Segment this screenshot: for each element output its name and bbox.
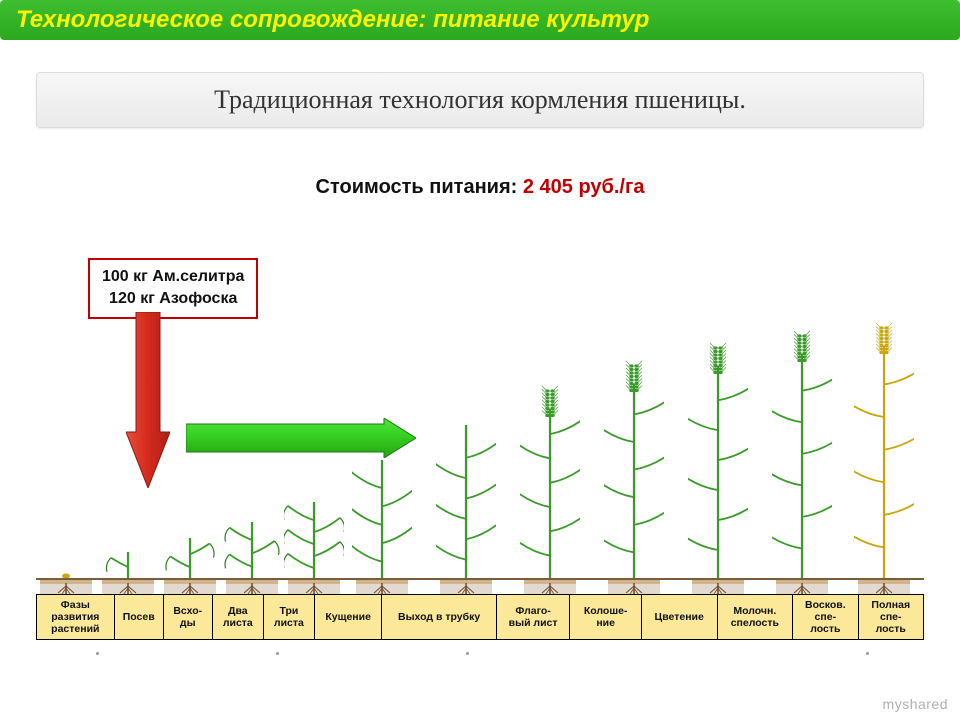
cost-line: Стоимость питания: 2 405 руб./га bbox=[0, 176, 960, 199]
plant-stage-9 bbox=[688, 332, 748, 580]
phase-cell: Фазы развития растений bbox=[37, 595, 115, 640]
cost-value: 2 405 руб./га bbox=[523, 176, 645, 198]
plant-stage-3 bbox=[222, 502, 282, 580]
dot bbox=[466, 652, 469, 655]
watermark: myshared bbox=[883, 696, 948, 712]
phase-cell: Трилиста bbox=[263, 595, 314, 640]
phase-cell: Молочн.спелость bbox=[717, 595, 793, 640]
plant-stage-6 bbox=[436, 405, 496, 580]
phase-cell: Цветение bbox=[641, 595, 717, 640]
phase-cell: Восков.спе-лость bbox=[793, 595, 858, 640]
subtitle-bar: Традиционная технология кормления пшениц… bbox=[36, 72, 924, 128]
plant-stage-11 bbox=[854, 312, 914, 580]
plant-stage-8 bbox=[604, 350, 664, 580]
fertilizer-callout: 100 кг Ам.селитра 120 кг Азофоска bbox=[88, 258, 258, 319]
cost-label: Стоимость питания: bbox=[316, 176, 523, 198]
dot bbox=[866, 652, 869, 655]
growth-diagram bbox=[36, 320, 924, 580]
phase-cell: Всхо-ды bbox=[163, 595, 212, 640]
callout-line1: 100 кг Ам.селитра bbox=[102, 266, 244, 288]
decorative-dots bbox=[36, 648, 924, 658]
plant-stage-7 bbox=[520, 375, 580, 580]
phase-cell: Кущение bbox=[314, 595, 381, 640]
header-title: Технологическое сопровождение: питание к… bbox=[16, 6, 649, 34]
plant-stage-1 bbox=[98, 532, 158, 580]
phase-cell: Посев bbox=[114, 595, 163, 640]
phase-cell: Флаго-вый лист bbox=[496, 595, 570, 640]
phase-cell: Выход в трубку bbox=[382, 595, 496, 640]
plant-stage-2 bbox=[160, 518, 220, 580]
phase-cell: Колоше-ние bbox=[570, 595, 642, 640]
plant-stage-10 bbox=[772, 320, 832, 580]
phase-table: Фазы развития растенийПосевВсхо-дыДвалис… bbox=[36, 594, 924, 640]
dot bbox=[276, 652, 279, 655]
plant-stage-5 bbox=[352, 440, 412, 580]
phase-cell: Двалиста bbox=[212, 595, 263, 640]
soil-line bbox=[36, 578, 924, 580]
plant-stage-4 bbox=[284, 482, 344, 580]
callout-line2: 120 кг Азофоска bbox=[102, 288, 244, 310]
plant-stage-0 bbox=[36, 542, 96, 580]
phase-cell: Полнаяспе-лость bbox=[858, 595, 923, 640]
dot bbox=[96, 652, 99, 655]
subtitle-text: Традиционная технология кормления пшениц… bbox=[214, 85, 746, 115]
header-bar: Технологическое сопровождение: питание к… bbox=[0, 0, 960, 40]
